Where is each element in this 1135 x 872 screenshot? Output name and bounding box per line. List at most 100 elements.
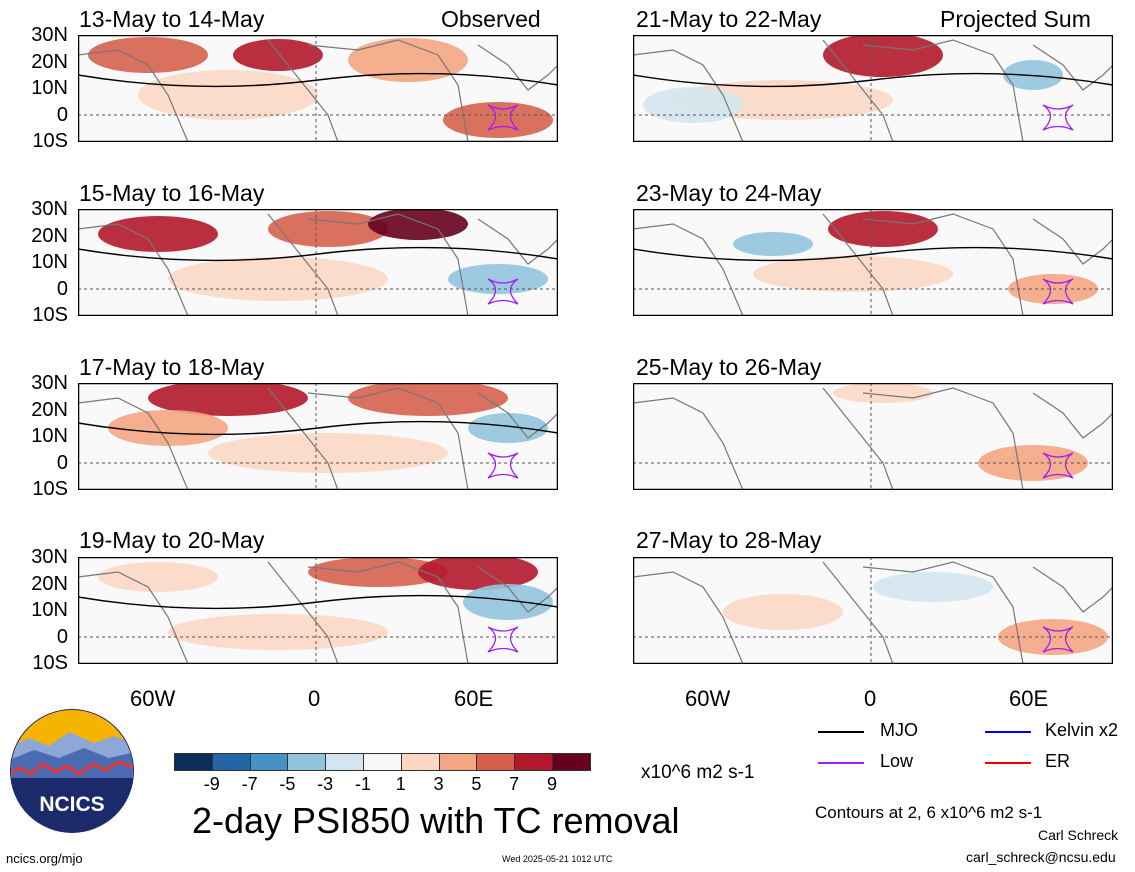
panel-frame bbox=[633, 35, 1113, 142]
y-tick-label: 0 bbox=[56, 625, 68, 648]
mjo-legend-line bbox=[818, 731, 864, 733]
mjo-contour bbox=[633, 246, 1113, 262]
logo-text: NCICS bbox=[39, 793, 104, 816]
anomaly-region bbox=[348, 38, 468, 82]
author-name: Carl Schreck bbox=[1038, 827, 1119, 843]
anomaly-region bbox=[673, 418, 833, 448]
low-contour bbox=[1042, 626, 1074, 653]
low-contour bbox=[487, 278, 519, 305]
colorbar-tick-label: -7 bbox=[241, 774, 258, 794]
x-tick-label: 0 bbox=[864, 686, 877, 711]
coastline bbox=[78, 213, 558, 316]
y-tick-label: 0 bbox=[56, 451, 68, 474]
er-legend-line bbox=[985, 762, 1031, 764]
colorbar-swatch bbox=[249, 753, 289, 771]
panel-date: 27-May to 28-May bbox=[636, 527, 822, 553]
anomaly-region bbox=[268, 211, 388, 247]
anomaly-region bbox=[733, 232, 813, 256]
anomaly-region bbox=[418, 557, 538, 590]
anomaly-region bbox=[88, 37, 208, 73]
map-panel bbox=[633, 209, 1113, 316]
colorbar-tick-label: 7 bbox=[509, 774, 520, 794]
site-link[interactable]: ncics.org/mjo bbox=[6, 851, 83, 866]
anomaly-region bbox=[468, 413, 548, 443]
panel-frame bbox=[78, 209, 558, 316]
y-tick-label: 30N bbox=[31, 372, 68, 394]
coastline bbox=[633, 213, 1113, 316]
map-panel bbox=[78, 209, 558, 316]
colorbar-tick-label: -1 bbox=[354, 774, 371, 794]
projected-label: Projected Sum bbox=[940, 6, 1091, 32]
colorbar-swatch bbox=[325, 753, 364, 771]
anomaly-region bbox=[233, 39, 323, 71]
colorbar-swatch bbox=[363, 753, 402, 771]
mjo-contour bbox=[633, 72, 1113, 88]
low-contour bbox=[487, 626, 519, 653]
timestamp: Wed 2025-05-21 1012 UTC bbox=[502, 854, 613, 864]
mjo-contour bbox=[78, 594, 558, 610]
anomaly-region bbox=[108, 410, 228, 446]
coastline bbox=[78, 387, 558, 490]
anomaly-region bbox=[723, 594, 843, 630]
y-tick-label: 20N bbox=[31, 572, 68, 595]
x-tick-label: 60E bbox=[1009, 686, 1049, 711]
anomaly-region bbox=[463, 584, 553, 620]
anomaly-region bbox=[148, 383, 308, 416]
contours-note: Contours at 2, 6 x10^6 m2 s-1 bbox=[815, 803, 1043, 822]
colorbar-tick-label: 3 bbox=[433, 774, 444, 794]
panel-frame bbox=[78, 383, 558, 490]
panel-frame bbox=[633, 383, 1113, 490]
x-tick-label: 0 bbox=[308, 686, 321, 711]
panel-date: 25-May to 26-May bbox=[636, 354, 822, 380]
anomaly-region bbox=[833, 383, 933, 403]
y-tick-label: 10N bbox=[31, 77, 68, 99]
mjo-contour bbox=[78, 72, 558, 88]
anomaly-region bbox=[98, 562, 218, 592]
anomaly-region bbox=[643, 87, 743, 123]
anomaly-region bbox=[823, 35, 943, 77]
panel-date: 15-May to 16-May bbox=[79, 180, 265, 206]
low-contour bbox=[1042, 104, 1074, 131]
anomaly-region bbox=[828, 211, 938, 247]
panel-frame bbox=[633, 557, 1113, 664]
anomaly-region bbox=[138, 70, 318, 120]
map-panel bbox=[633, 383, 1113, 490]
y-tick-label: 30N bbox=[31, 198, 68, 220]
anomaly-region bbox=[448, 264, 548, 294]
map-panel bbox=[633, 35, 1113, 142]
figure-title: 2-day PSI850 with TC removal bbox=[192, 800, 680, 841]
y-tick-label: 10S bbox=[32, 304, 68, 326]
colorbar-swatch bbox=[514, 753, 553, 771]
map-panel bbox=[633, 557, 1113, 664]
y-tick-label: 10N bbox=[31, 251, 68, 273]
y-tick-label: 30N bbox=[31, 24, 68, 46]
colorbar-swatch bbox=[211, 753, 251, 771]
y-tick-label: 20N bbox=[31, 50, 68, 73]
y-tick-label: 10S bbox=[32, 130, 68, 152]
coastline bbox=[633, 39, 1113, 142]
anomaly-region bbox=[873, 572, 993, 602]
x-tick-label: 60W bbox=[685, 686, 731, 711]
panel-frame bbox=[78, 557, 558, 664]
x-tick-label: 60E bbox=[454, 686, 494, 711]
panel-date: 23-May to 24-May bbox=[636, 180, 822, 206]
panel-date: 17-May to 18-May bbox=[79, 354, 265, 380]
ncics-logo: NCICS bbox=[10, 709, 134, 833]
low-contour bbox=[1042, 278, 1074, 305]
colorbar-tick-label: -3 bbox=[317, 774, 334, 794]
kelvin-legend-label: Kelvin x2 bbox=[1045, 720, 1119, 740]
x-tick-label: 60W bbox=[130, 686, 176, 711]
colorbar-units: x10^6 m2 s-1 bbox=[641, 762, 755, 783]
colorbar-swatch bbox=[174, 753, 213, 771]
anomaly-region bbox=[168, 257, 388, 301]
panel-date: 21-May to 22-May bbox=[636, 6, 822, 32]
author-email: carl_schreck@ncsu.edu bbox=[966, 849, 1116, 865]
panel-frame bbox=[633, 209, 1113, 316]
y-tick-label: 0 bbox=[56, 277, 68, 300]
anomaly-region bbox=[98, 216, 218, 252]
y-tick-label: 20N bbox=[31, 224, 68, 247]
low-contour bbox=[487, 104, 519, 131]
y-tick-label: 30N bbox=[31, 546, 68, 568]
coastline bbox=[633, 387, 1113, 490]
panel-date: 19-May to 20-May bbox=[79, 527, 265, 553]
